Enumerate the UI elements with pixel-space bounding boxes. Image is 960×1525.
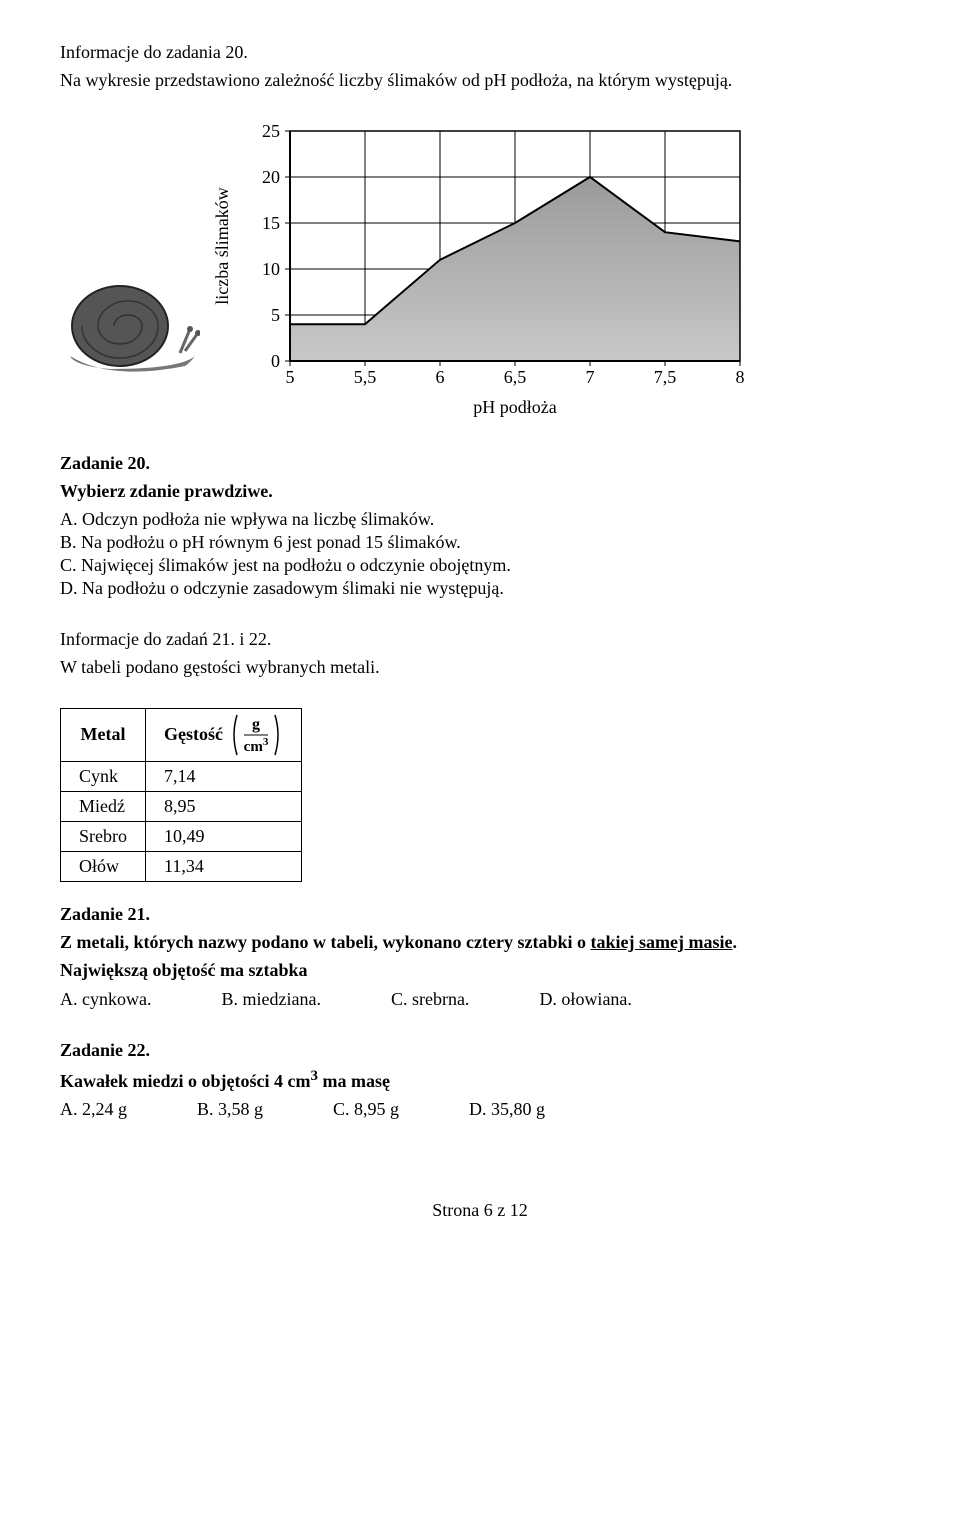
- task21-opt-d: D. ołowiana.: [539, 989, 631, 1010]
- task20-opt-a: A. Odczyn podłoża nie wpływa na liczbę ś…: [60, 509, 900, 530]
- intro-task20: Informacje do zadania 20. Na wykresie pr…: [60, 40, 900, 93]
- svg-text:7: 7: [586, 367, 595, 387]
- task21-title: Zadanie 21.: [60, 902, 900, 926]
- metal-name: Ołów: [61, 851, 146, 881]
- svg-text:10: 10: [262, 259, 280, 279]
- svg-text:8: 8: [736, 367, 745, 387]
- metals-density-table: Metal Gęstość g cm3 Cynk7,14Miedź8,95Srebr…: [60, 708, 302, 882]
- intro20-line1: Informacje do zadania 20.: [60, 40, 900, 64]
- svg-text:20: 20: [262, 167, 280, 187]
- snail-ph-chart: 051015202555,566,577,58pH podłożaliczba …: [200, 121, 760, 421]
- task21-opt-c: C. srebrna.: [391, 989, 469, 1010]
- task20-title: Zadanie 20.: [60, 451, 900, 475]
- density-label: Gęstość: [164, 724, 223, 745]
- task21-opt-a: A. cynkowa.: [60, 989, 151, 1010]
- svg-text:25: 25: [262, 121, 280, 141]
- svg-text:cm3: cm3: [244, 736, 269, 755]
- task21-opt-b: B. miedziana.: [221, 989, 320, 1010]
- table-row: Ołów11,34: [61, 851, 302, 881]
- task21-line1: Z metali, których nazwy podano w tabeli,…: [60, 930, 900, 954]
- svg-text:5: 5: [271, 305, 280, 325]
- svg-text:6,5: 6,5: [504, 367, 527, 387]
- table-col-density: Gęstość g cm3: [146, 708, 302, 761]
- task22-options: A. 2,24 g B. 3,58 g C. 8,95 g D. 35,80 g: [60, 1099, 900, 1120]
- table-row: Miedź8,95: [61, 791, 302, 821]
- intro20-line2: Na wykresie przedstawiono zależność licz…: [60, 68, 900, 92]
- svg-text:pH podłoża: pH podłoża: [473, 397, 556, 417]
- task22-opt-d: D. 35,80 g: [469, 1099, 545, 1120]
- intro21-line1: Informacje do zadań 21. i 22.: [60, 627, 900, 651]
- metal-name: Srebro: [61, 821, 146, 851]
- task20-prompt: Wybierz zdanie prawdziwe.: [60, 479, 900, 503]
- svg-text:g: g: [252, 716, 260, 733]
- svg-text:5: 5: [286, 367, 295, 387]
- task21: Zadanie 21. Z metali, których nazwy poda…: [60, 902, 900, 1010]
- metal-density: 8,95: [146, 791, 302, 821]
- task22-opt-b: B. 3,58 g: [197, 1099, 263, 1120]
- intro21-line2: W tabeli podano gęstości wybranych metal…: [60, 655, 900, 679]
- table-col-metal: Metal: [61, 708, 146, 761]
- task21-options: A. cynkowa. B. miedziana. C. srebrna. D.…: [60, 989, 900, 1010]
- table-row: Cynk7,14: [61, 761, 302, 791]
- density-unit: g cm3: [229, 713, 283, 757]
- task22-opt-c: C. 8,95 g: [333, 1099, 399, 1120]
- intro-task21-22: Informacje do zadań 21. i 22. W tabeli p…: [60, 627, 900, 680]
- metal-name: Miedź: [61, 791, 146, 821]
- task20-opt-b: B. Na podłożu o pH równym 6 jest ponad 1…: [60, 532, 900, 553]
- task22-prompt: Kawałek miedzi o objętości 4 cm3 ma masę: [60, 1066, 900, 1093]
- svg-text:5,5: 5,5: [354, 367, 377, 387]
- svg-text:0: 0: [271, 351, 280, 371]
- table-row: Srebro10,49: [61, 821, 302, 851]
- metal-density: 10,49: [146, 821, 302, 851]
- task21-line2: Największą objętość ma sztabka: [60, 958, 900, 982]
- task20-opt-c: C. Najwięcej ślimaków jest na podłożu o …: [60, 555, 900, 576]
- svg-text:15: 15: [262, 213, 280, 233]
- task22-title: Zadanie 22.: [60, 1038, 900, 1062]
- task20: Zadanie 20. Wybierz zdanie prawdziwe. A.…: [60, 451, 900, 600]
- task22-opt-a: A. 2,24 g: [60, 1099, 127, 1120]
- metal-density: 7,14: [146, 761, 302, 791]
- task22: Zadanie 22. Kawałek miedzi o objętości 4…: [60, 1038, 900, 1121]
- svg-text:6: 6: [436, 367, 445, 387]
- svg-text:7,5: 7,5: [654, 367, 677, 387]
- svg-text:liczba ślimaków: liczba ślimaków: [212, 187, 232, 304]
- task20-opt-d: D. Na podłożu o odczynie zasadowym ślima…: [60, 578, 900, 599]
- task20-options: A. Odczyn podłoża nie wpływa na liczbę ś…: [60, 509, 900, 599]
- metal-density: 11,34: [146, 851, 302, 881]
- page-footer: Strona 6 z 12: [60, 1200, 900, 1221]
- chart-container: 051015202555,566,577,58pH podłożaliczba …: [60, 121, 900, 421]
- snail-icon: [50, 271, 200, 381]
- metal-name: Cynk: [61, 761, 146, 791]
- table-header-row: Metal Gęstość g cm3: [61, 708, 302, 761]
